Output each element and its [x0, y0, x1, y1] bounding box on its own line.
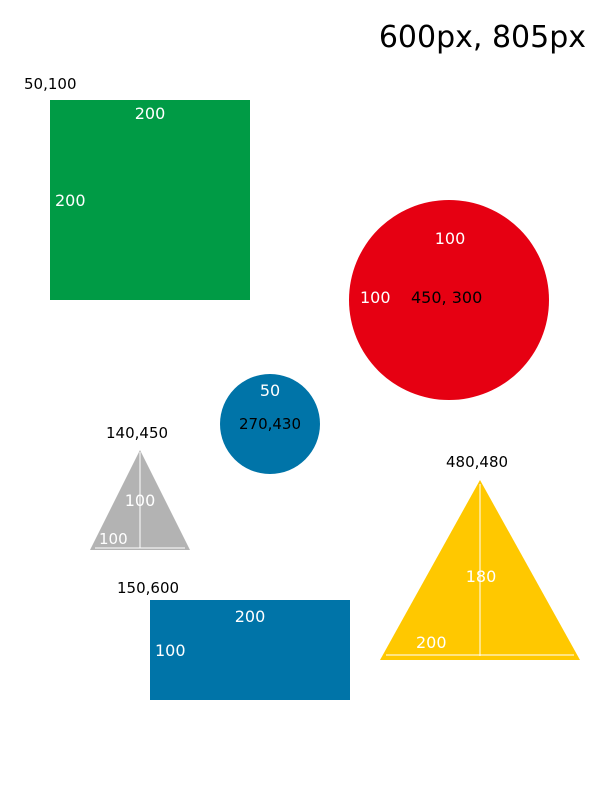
gray-triangle-height-label: 100 [125, 491, 156, 510]
blue-rect-height-label: 100 [155, 641, 186, 660]
red-circle-center-label: 450, 300 [411, 288, 482, 307]
blue-circle [220, 374, 320, 474]
red-circle-radius-label-left: 100 [360, 288, 391, 307]
gray-triangle-coord-label: 140,450 [106, 424, 168, 442]
red-circle [349, 200, 549, 400]
gray-triangle-base-label: 100 [99, 530, 128, 548]
green-square-height-label: 200 [55, 191, 86, 210]
blue-circle-radius-label: 50 [260, 381, 280, 400]
blue-rect-coord-label: 150,600 [117, 579, 179, 597]
canvas-size-label: 600px, 805px [379, 20, 586, 55]
green-square [50, 100, 250, 300]
green-square-width-label: 200 [135, 104, 166, 123]
yellow-triangle-coord-label: 480,480 [446, 453, 508, 471]
red-circle-radius-label-top: 100 [435, 229, 466, 248]
blue-circle-center-label: 270,430 [239, 415, 301, 433]
yellow-triangle-height-label: 180 [466, 567, 497, 586]
blue-rectangle [150, 600, 350, 700]
green-square-coord-label: 50,100 [24, 75, 77, 93]
blue-rect-width-label: 200 [235, 607, 266, 626]
yellow-triangle-base-label: 200 [416, 633, 447, 652]
